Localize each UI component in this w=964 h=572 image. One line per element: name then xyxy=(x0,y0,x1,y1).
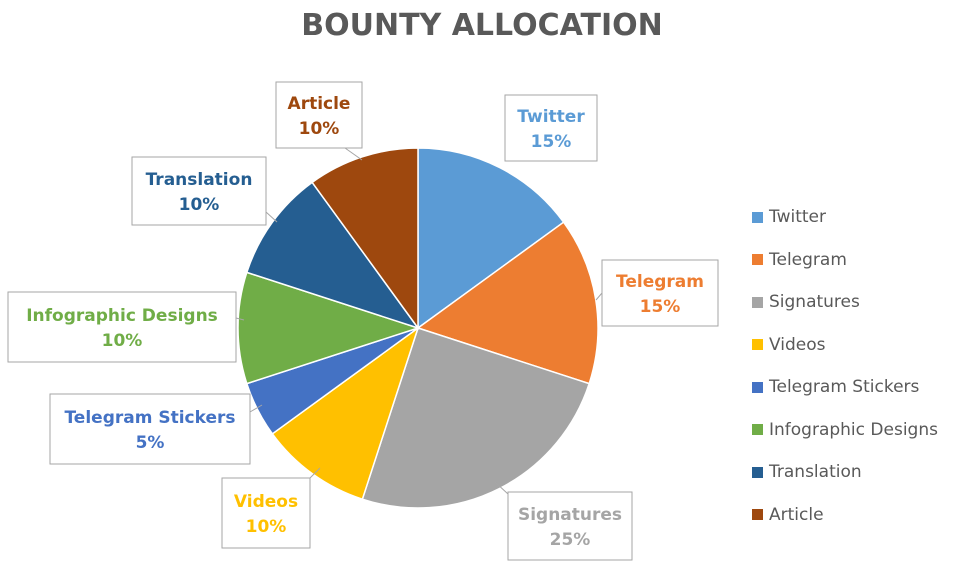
pie-slice-videos xyxy=(271,326,420,501)
legend-item-translation: Translation xyxy=(752,451,938,494)
legend-item-article: Article xyxy=(752,494,938,537)
pie-slice-translation xyxy=(245,181,420,330)
leader-line-videos xyxy=(309,467,321,479)
data-label-category: Infographic Designs xyxy=(26,306,218,326)
data-label-article: Article 10% xyxy=(275,81,363,149)
data-label-twitter: Twitter 15% xyxy=(504,94,598,162)
data-label-box xyxy=(601,259,719,327)
pie-slice-article xyxy=(311,147,419,331)
legend-label: Signatures xyxy=(769,292,860,313)
data-label-value: 10% xyxy=(179,195,220,215)
leader-line-signatures xyxy=(494,481,509,495)
pie-slice-signatures xyxy=(361,327,591,509)
legend-item-twitter: Twitter xyxy=(752,196,938,239)
legend-item-telegram-stickers: Telegram Stickers xyxy=(752,366,938,409)
pie-slice-twitter xyxy=(417,147,565,330)
legend-label: Videos xyxy=(769,334,826,355)
legend-item-telegram: Telegram xyxy=(752,239,938,282)
data-label-value: 15% xyxy=(640,297,681,317)
data-label-telegram: Telegram 15% xyxy=(601,259,719,327)
chart-legend: Twitter Telegram Signatures Videos Telegram … xyxy=(752,196,938,536)
legend-swatch xyxy=(752,466,763,478)
legend-swatch xyxy=(752,296,763,308)
data-label-value: 10% xyxy=(246,517,287,537)
data-label-category: Article xyxy=(288,94,351,114)
data-label-translation: Translation 10% xyxy=(131,156,267,226)
chart-title: BOUNTY ALLOCATION xyxy=(301,8,663,43)
leader-line-telegram-stickers xyxy=(249,404,263,413)
data-label-signatures: Signatures 25% xyxy=(507,491,633,561)
legend-swatch xyxy=(752,211,763,223)
data-label-box xyxy=(275,81,363,149)
data-label-box xyxy=(221,477,311,549)
legend-swatch xyxy=(752,424,763,436)
data-label-value: 25% xyxy=(550,530,591,550)
legend-label: Infographic Designs xyxy=(769,419,938,440)
data-label-videos: Videos 10% xyxy=(221,477,311,549)
data-label-category: Signatures xyxy=(518,505,622,525)
legend-label: Twitter xyxy=(769,207,826,228)
legend-swatch xyxy=(752,381,763,393)
leader-line-translation xyxy=(265,211,278,223)
pie-slice-telegram xyxy=(416,221,599,385)
data-label-category: Telegram xyxy=(616,272,704,292)
legend-item-infographic-designs: Infographic Designs xyxy=(752,409,938,452)
legend-item-videos: Videos xyxy=(752,324,938,367)
leader-line-infographic-designs xyxy=(235,317,245,321)
data-label-value: 15% xyxy=(531,132,572,152)
data-label-category: Translation xyxy=(146,170,253,190)
data-label-telegram-stickers: Telegram Stickers 5% xyxy=(49,393,251,465)
data-label-category: Twitter xyxy=(517,107,585,127)
legend-label: Telegram Stickers xyxy=(769,377,920,398)
data-label-value: 10% xyxy=(102,331,143,351)
legend-label: Article xyxy=(769,504,824,525)
data-label-category: Telegram Stickers xyxy=(64,408,235,428)
data-label-value: 5% xyxy=(136,433,165,453)
data-label-category: Videos xyxy=(234,492,298,512)
data-label-box xyxy=(131,156,267,226)
legend-item-signatures: Signatures xyxy=(752,281,938,324)
legend-swatch xyxy=(752,509,763,521)
pie-slice-infographic-designs xyxy=(237,271,421,385)
data-label-box xyxy=(7,291,237,363)
data-label-box xyxy=(504,94,598,162)
legend-label: Telegram xyxy=(769,249,847,270)
leader-line-article xyxy=(344,147,363,161)
legend-label: Translation xyxy=(769,462,862,483)
legend-swatch xyxy=(752,339,763,351)
data-label-box xyxy=(507,491,633,561)
data-label-infographic-designs: Infographic Designs 10% xyxy=(7,291,237,363)
data-label-box xyxy=(49,393,251,465)
leader-line-telegram xyxy=(595,292,603,301)
data-label-value: 10% xyxy=(299,119,340,139)
legend-swatch xyxy=(752,254,763,266)
